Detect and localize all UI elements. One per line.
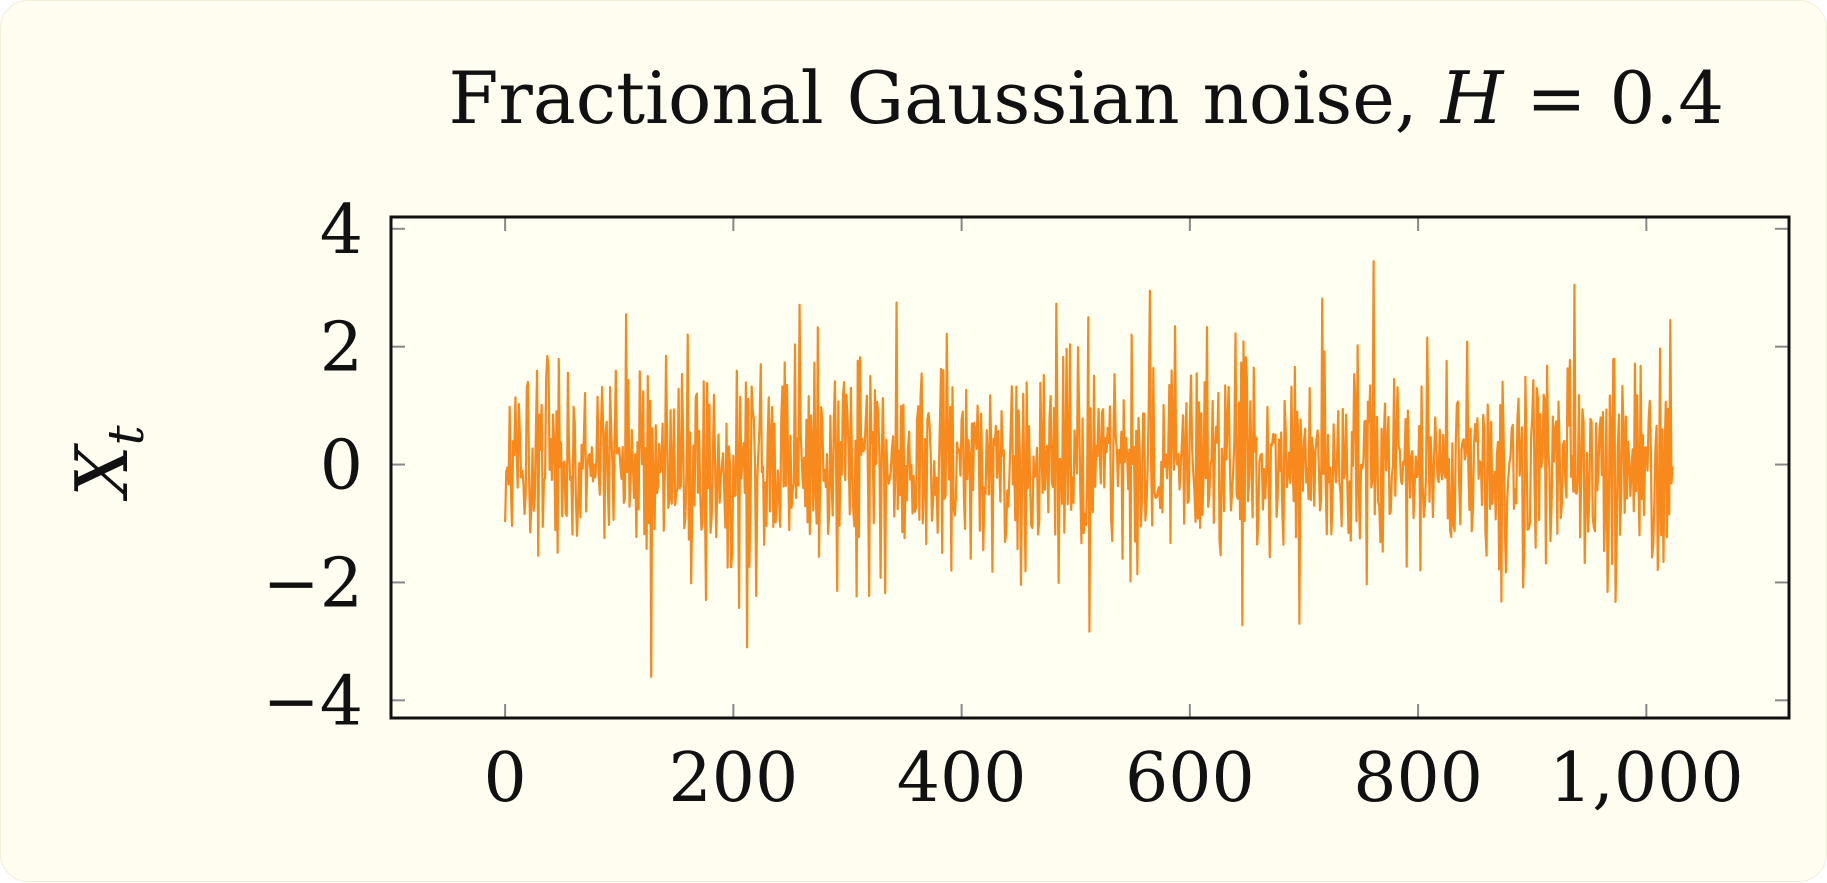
x-tick-label: 0 (483, 739, 526, 818)
x-tick-label: 1,000 (1549, 739, 1744, 818)
y-tick-label: 4 (320, 191, 363, 270)
x-tick-label: 200 (668, 739, 798, 818)
series-group (504, 260, 1674, 678)
series-line (504, 260, 1674, 678)
y-axis-label-sub: t (97, 424, 155, 445)
chart-title: Fractional Gaussian noise, H = 0.4 (448, 56, 1724, 140)
y-tick-label: 0 (320, 427, 363, 506)
plot-frame (389, 215, 1791, 720)
axis-tick-labels: 0 200 400 600 800 1,000 4 2 0 −2 −4 (263, 191, 1744, 818)
x-tick-label: 600 (1125, 739, 1255, 818)
y-tick-label: 2 (320, 309, 363, 388)
x-tick-label: 800 (1353, 739, 1483, 818)
y-axis-label-main: X (60, 443, 144, 502)
axis-ticks (391, 217, 1789, 718)
chart-title-text: Fractional Gaussian noise, (448, 56, 1440, 140)
chart-title-var: H (1439, 56, 1505, 140)
chart-title-rest: = 0.4 (1503, 56, 1724, 140)
y-tick-label: −2 (263, 544, 363, 623)
y-axis-label: Xt (60, 424, 155, 501)
y-tick-label: −4 (263, 662, 363, 741)
x-tick-label: 400 (897, 739, 1027, 818)
